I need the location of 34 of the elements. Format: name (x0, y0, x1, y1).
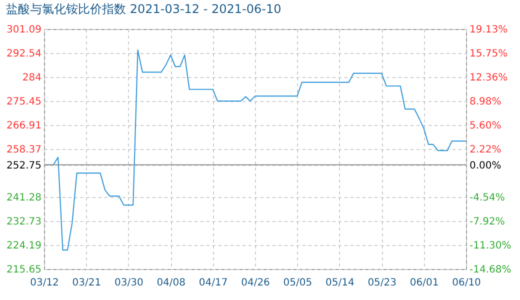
y2-tick-label: 8.98% (470, 96, 502, 108)
y-tick-label: 284 (22, 72, 42, 84)
x-tick-label: 04/08 (156, 278, 186, 288)
y2-tick-label: 5.60% (470, 120, 502, 132)
y-tick-label: 258.37 (6, 144, 42, 156)
y-tick-label: 301.09 (6, 24, 42, 36)
y2-tick-label: -14.68% (470, 264, 512, 276)
y2-tick-label: 12.36% (470, 72, 508, 84)
x-tick-label: 03/21 (72, 278, 102, 288)
x-tick-label: 04/17 (198, 278, 228, 288)
x-tick-label: 06/10 (452, 278, 481, 288)
x-tick-label: 05/05 (283, 278, 312, 288)
y-tick-label: 232.73 (6, 216, 42, 228)
x-tick-label: 05/23 (368, 278, 397, 288)
x-tick-label: 04/26 (241, 278, 270, 288)
y-tick-label: 224.19 (6, 240, 42, 252)
x-tick-label: 05/14 (325, 278, 354, 288)
y2-tick-label: 2.22% (470, 144, 502, 156)
x-tick-label: 03/30 (114, 278, 144, 288)
y-tick-label: 215.65 (6, 264, 42, 276)
y2-tick-label: -11.30% (470, 240, 512, 252)
y-tick-label: 292.54 (6, 48, 42, 60)
y2-tick-label: 19.13% (470, 24, 508, 36)
chart-title: 盐酸与氯化铵比价指数 2021-03-12 - 2021-06-10 (6, 2, 282, 16)
y-tick-label: 252.75 (6, 160, 42, 172)
y2-tick-label: 0.00% (470, 160, 502, 172)
y-tick-label: 275.45 (6, 96, 42, 108)
y2-tick-label: 15.75% (470, 48, 508, 60)
y-tick-label: 266.91 (6, 120, 42, 132)
x-tick-label: 06/01 (410, 278, 439, 288)
y2-tick-label: -4.54% (470, 192, 505, 204)
y2-tick-label: -7.92% (470, 216, 505, 228)
y-tick-label: 241.28 (6, 192, 42, 204)
x-tick-label: 03/12 (30, 278, 59, 288)
